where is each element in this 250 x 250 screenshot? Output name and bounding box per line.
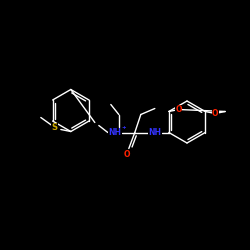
Text: NH: NH <box>108 128 121 137</box>
Text: +: + <box>122 125 126 130</box>
Text: O: O <box>212 109 218 118</box>
Text: O: O <box>124 150 130 159</box>
Text: S: S <box>52 123 58 132</box>
Text: NH: NH <box>148 128 161 137</box>
Text: O: O <box>176 105 182 114</box>
